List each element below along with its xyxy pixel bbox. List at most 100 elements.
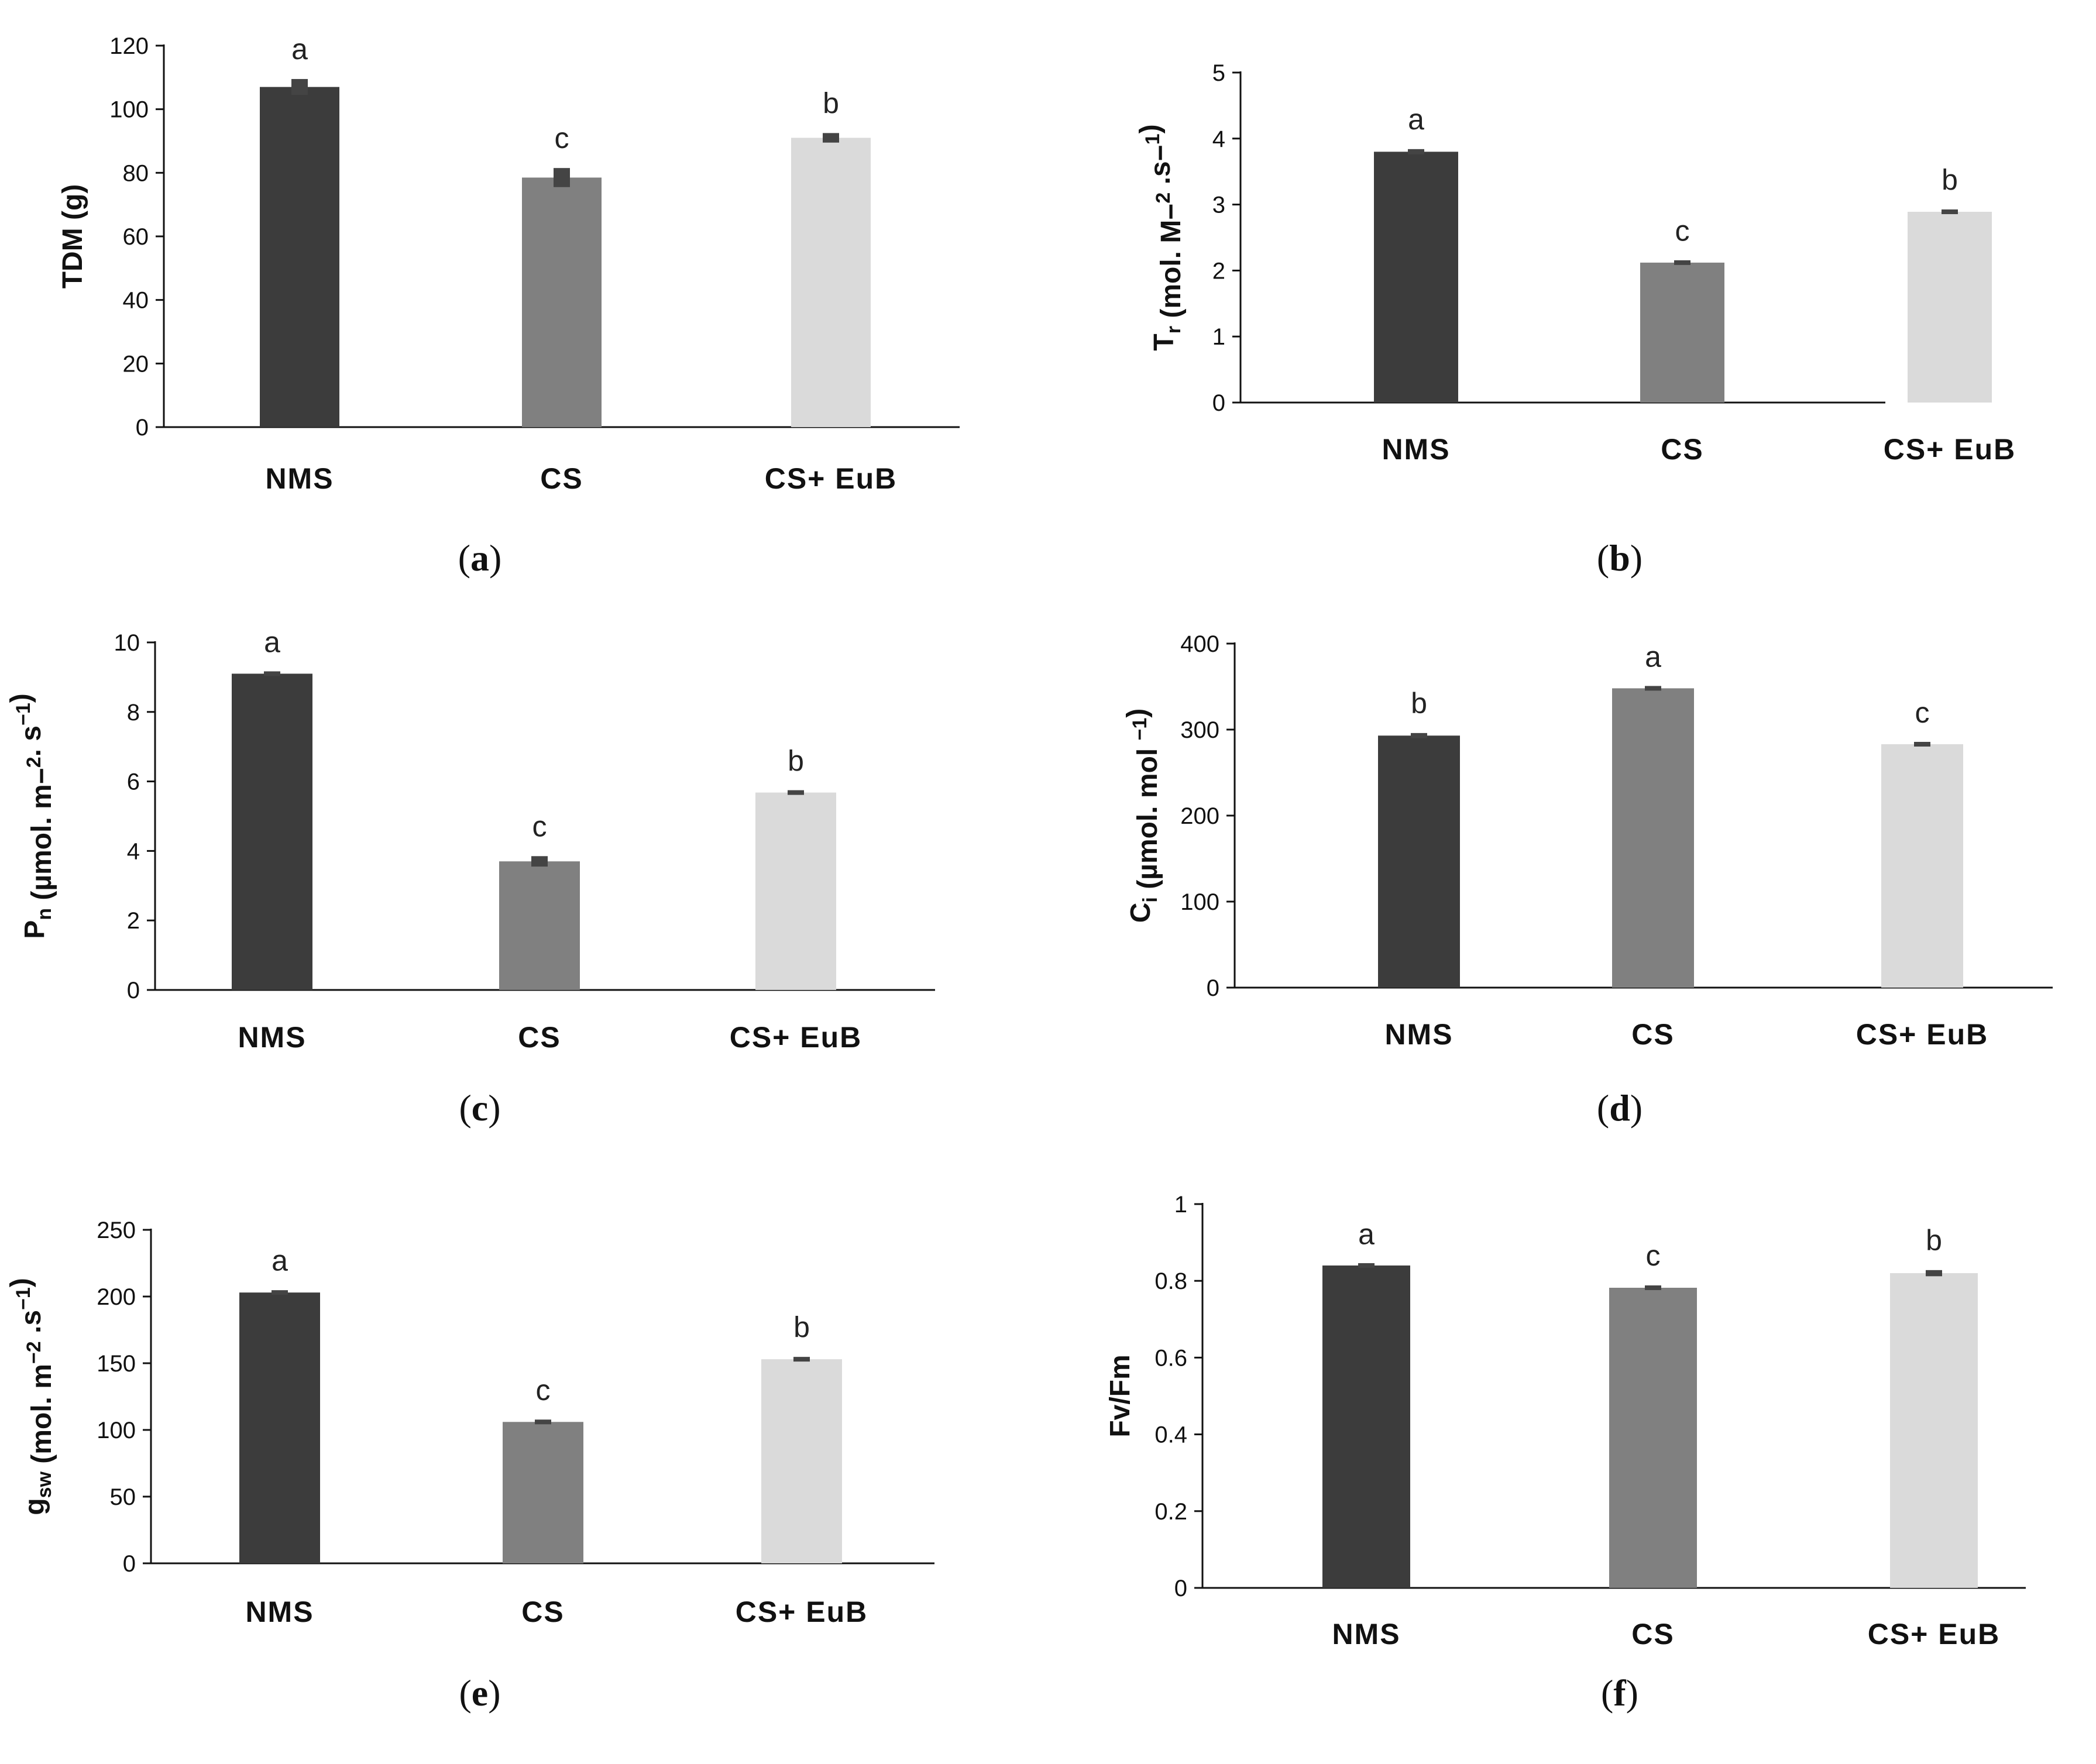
- bar-cs-eub: [1881, 744, 1963, 988]
- y-tick-label: 3: [1212, 192, 1225, 218]
- y-axis-title-part: . s: [16, 725, 47, 757]
- chart-panel-e: 0 50 100 150 200 250 a NMS c CS b CS+ EuB gsw (mol. …: [5, 1218, 934, 1714]
- y-axis-title-part: −1: [1129, 718, 1151, 741]
- y-tick-label: 0: [127, 978, 140, 1003]
- bar-cs-eub: [755, 792, 836, 990]
- significance-letter: b: [1411, 687, 1427, 720]
- panel-label-part: ): [488, 1672, 500, 1714]
- y-axis-title: Tr (mol. M−2 .s−1): [1135, 124, 1187, 350]
- error-bar: [1942, 209, 1958, 215]
- error-bar: [264, 671, 280, 676]
- significance-letter: c: [1915, 696, 1930, 729]
- y-tick-label: 4: [1212, 126, 1225, 152]
- y-axis-title-part: 1: [1142, 133, 1164, 145]
- panel-label-part: a: [470, 537, 489, 579]
- y-tick-label: 0: [136, 415, 149, 441]
- category-label: CS: [521, 1595, 564, 1628]
- y-axis-title-part: ): [1135, 124, 1166, 133]
- category-label: NMS: [245, 1595, 314, 1628]
- significance-letter: b: [823, 87, 839, 119]
- y-axis-title-part: Fv/Fm: [1105, 1354, 1136, 1437]
- bar-cs: [1612, 688, 1694, 988]
- panel-label-part: ): [489, 537, 501, 579]
- bar-cs: [522, 177, 602, 427]
- error-bar: [554, 168, 570, 187]
- y-axis-title: Pn (µmol. m−2. s−1): [5, 693, 57, 939]
- significance-letter: c: [536, 1374, 551, 1407]
- category-label: NMS: [238, 1021, 306, 1054]
- bar-nms: [239, 1292, 320, 1563]
- y-tick-label: 0: [1207, 975, 1219, 1001]
- chart-panel-f: 0 0.2 0.4 0.6 0.8 1 a NMS c CS b CS+ EuB Fv/Fm (f): [1105, 1192, 2026, 1714]
- significance-letter: b: [793, 1311, 810, 1344]
- significance-letter: b: [788, 745, 804, 778]
- y-tick-label: 5: [1212, 60, 1225, 86]
- y-tick-label: 200: [1180, 803, 1219, 829]
- panel-label-part: f: [1613, 1672, 1626, 1714]
- error-bar: [1358, 1263, 1375, 1268]
- y-axis-title-part: 2: [23, 757, 45, 768]
- category-label: CS+ EuB: [730, 1021, 863, 1054]
- y-axis-title-part: P: [19, 920, 50, 939]
- significance-letter: a: [1408, 103, 1424, 136]
- category-label: CS: [1631, 1018, 1674, 1051]
- y-axis-title-part: −1: [12, 703, 35, 725]
- category-label: CS: [1631, 1618, 1674, 1650]
- y-tick-label: 10: [114, 630, 140, 656]
- y-tick-label: 250: [97, 1218, 136, 1243]
- panel-label-part: ): [1626, 1672, 1638, 1714]
- panel-label: (a): [458, 537, 502, 579]
- category-label: CS+ EuB: [1856, 1018, 1989, 1051]
- y-axis-title-part: ): [5, 693, 36, 703]
- y-axis-title: Ci (µmol. mol −1): [1122, 709, 1163, 923]
- y-tick-label: 0.6: [1154, 1345, 1187, 1371]
- panel-label-part: ): [1630, 537, 1643, 579]
- error-bar: [1645, 1285, 1661, 1291]
- y-tick-label: 0.8: [1154, 1268, 1187, 1294]
- y-tick-label: 2: [1212, 258, 1225, 284]
- y-tick-label: 0: [1212, 390, 1225, 416]
- y-axis-title-part: −1: [12, 1287, 35, 1310]
- bar-cs: [499, 861, 580, 990]
- bar-cs-eub: [761, 1359, 842, 1563]
- y-axis-title-part: −2: [23, 1341, 45, 1364]
- chart-panel-d: 0 100 200 300 400 b NMS a CS c CS+ EuB Ci (µmol. mo…: [1122, 631, 2053, 1129]
- category-label: CS+ EuB: [1884, 433, 2016, 466]
- y-axis-title-part: T: [1149, 333, 1180, 350]
- panel-label: (c): [459, 1087, 500, 1129]
- significance-letter: c: [532, 810, 547, 843]
- error-bar: [1408, 149, 1424, 154]
- panel-label-part: (: [1597, 537, 1609, 579]
- y-tick-label: 400: [1180, 631, 1219, 657]
- y-tick-label: 1: [1174, 1192, 1187, 1218]
- bar-cs-eub: [791, 137, 871, 428]
- y-tick-label: 1: [1212, 324, 1225, 350]
- y-axis-title: gsw (mol. m−2 .s−1): [5, 1278, 57, 1515]
- y-tick-label: 4: [127, 838, 140, 864]
- y-axis-title-part: 2: [1152, 192, 1174, 204]
- error-bar: [1674, 260, 1690, 265]
- error-bar: [788, 790, 804, 795]
- y-tick-label: 0: [1174, 1576, 1187, 1601]
- y-tick-label: 60: [123, 224, 149, 250]
- panel-label: (d): [1597, 1087, 1643, 1129]
- panel-label-part: (: [1597, 1087, 1609, 1129]
- y-axis-title-part: g: [19, 1498, 50, 1515]
- category-label: CS+ EuB: [1868, 1618, 2001, 1650]
- category-label: CS: [1661, 433, 1703, 466]
- panel-label-part: (: [1601, 1672, 1613, 1714]
- panel-label: (b): [1597, 537, 1643, 579]
- y-axis-title-part: TDM (g): [57, 184, 88, 289]
- y-axis-title-part: sw: [33, 1471, 56, 1498]
- y-tick-label: 2: [127, 908, 140, 934]
- y-tick-label: 80: [123, 160, 149, 186]
- error-bar: [793, 1357, 810, 1362]
- significance-letter: a: [291, 33, 308, 66]
- panel-label-part: b: [1609, 537, 1630, 579]
- category-label: NMS: [1384, 1018, 1453, 1051]
- error-bar: [1926, 1270, 1942, 1277]
- y-tick-label: 120: [109, 33, 149, 59]
